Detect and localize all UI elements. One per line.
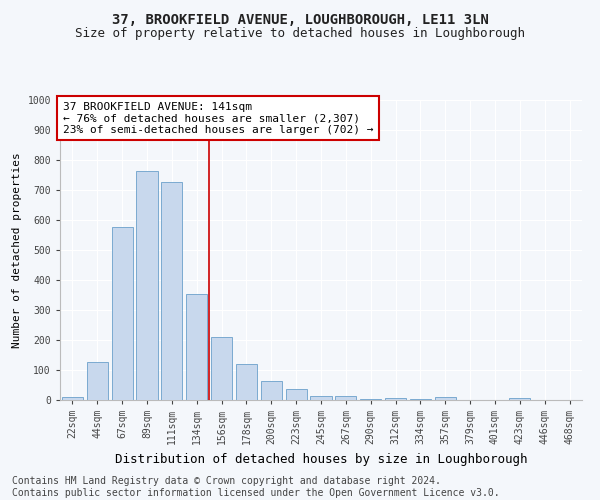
Bar <box>286 389 307 400</box>
Text: Size of property relative to detached houses in Loughborough: Size of property relative to detached ho… <box>75 28 525 40</box>
Bar <box>87 362 108 400</box>
Text: Contains HM Land Registry data © Crown copyright and database right 2024.
Contai: Contains HM Land Registry data © Crown c… <box>12 476 500 498</box>
Bar <box>435 397 456 400</box>
Text: 37, BROOKFIELD AVENUE, LOUGHBOROUGH, LE11 3LN: 37, BROOKFIELD AVENUE, LOUGHBOROUGH, LE1… <box>112 12 488 26</box>
Bar <box>186 294 207 400</box>
Bar <box>335 396 356 400</box>
Bar <box>310 396 332 400</box>
Bar <box>236 364 257 400</box>
Bar <box>112 227 133 400</box>
Bar <box>410 398 431 400</box>
X-axis label: Distribution of detached houses by size in Loughborough: Distribution of detached houses by size … <box>115 452 527 466</box>
Bar <box>161 182 182 400</box>
Bar <box>211 337 232 400</box>
Bar <box>62 397 83 400</box>
Bar <box>136 170 158 400</box>
Bar <box>385 398 406 400</box>
Text: 37 BROOKFIELD AVENUE: 141sqm
← 76% of detached houses are smaller (2,307)
23% of: 37 BROOKFIELD AVENUE: 141sqm ← 76% of de… <box>62 102 373 134</box>
Bar <box>261 380 282 400</box>
Y-axis label: Number of detached properties: Number of detached properties <box>12 152 22 348</box>
Bar <box>509 398 530 400</box>
Bar <box>360 398 381 400</box>
